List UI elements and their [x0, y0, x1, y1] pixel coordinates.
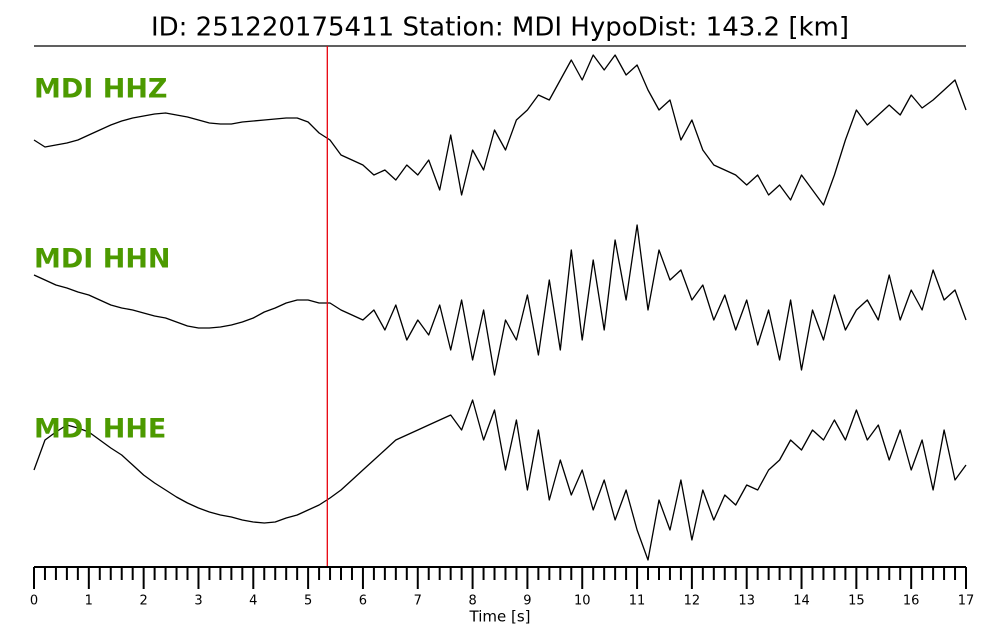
- trace: [33, 399, 967, 561]
- trace-label: MDI HHN: [34, 244, 171, 275]
- x-tick-label: 11: [629, 594, 646, 609]
- x-tick-label: 3: [194, 594, 202, 609]
- x-tick-label: 12: [684, 594, 701, 609]
- x-tick-label: 14: [793, 594, 810, 609]
- x-tick-label: 17: [958, 594, 975, 609]
- x-tick-label: 6: [359, 594, 367, 609]
- x-tick-label: 7: [414, 594, 422, 609]
- x-tick-label: 10: [574, 594, 591, 609]
- x-tick-label: 0: [30, 594, 38, 609]
- x-tick-label: 1: [85, 594, 93, 609]
- x-tick-label: 13: [738, 594, 755, 609]
- x-tick-label: 2: [140, 594, 148, 609]
- x-tick-label: 4: [249, 594, 257, 609]
- x-axis-label: Time [s]: [469, 608, 531, 626]
- trace: [33, 54, 967, 206]
- x-tick-label: 15: [848, 594, 865, 609]
- x-tick-label: 8: [468, 594, 476, 609]
- x-tick-label: 5: [304, 594, 312, 609]
- trace: [33, 224, 967, 376]
- x-tick-label: 16: [903, 594, 920, 609]
- chart-title: ID: 251220175411 Station: MDI HypoDist: …: [151, 13, 849, 43]
- x-tick-label: 9: [523, 594, 531, 609]
- trace-label: MDI HHE: [34, 414, 166, 445]
- trace-label: MDI HHZ: [34, 74, 168, 105]
